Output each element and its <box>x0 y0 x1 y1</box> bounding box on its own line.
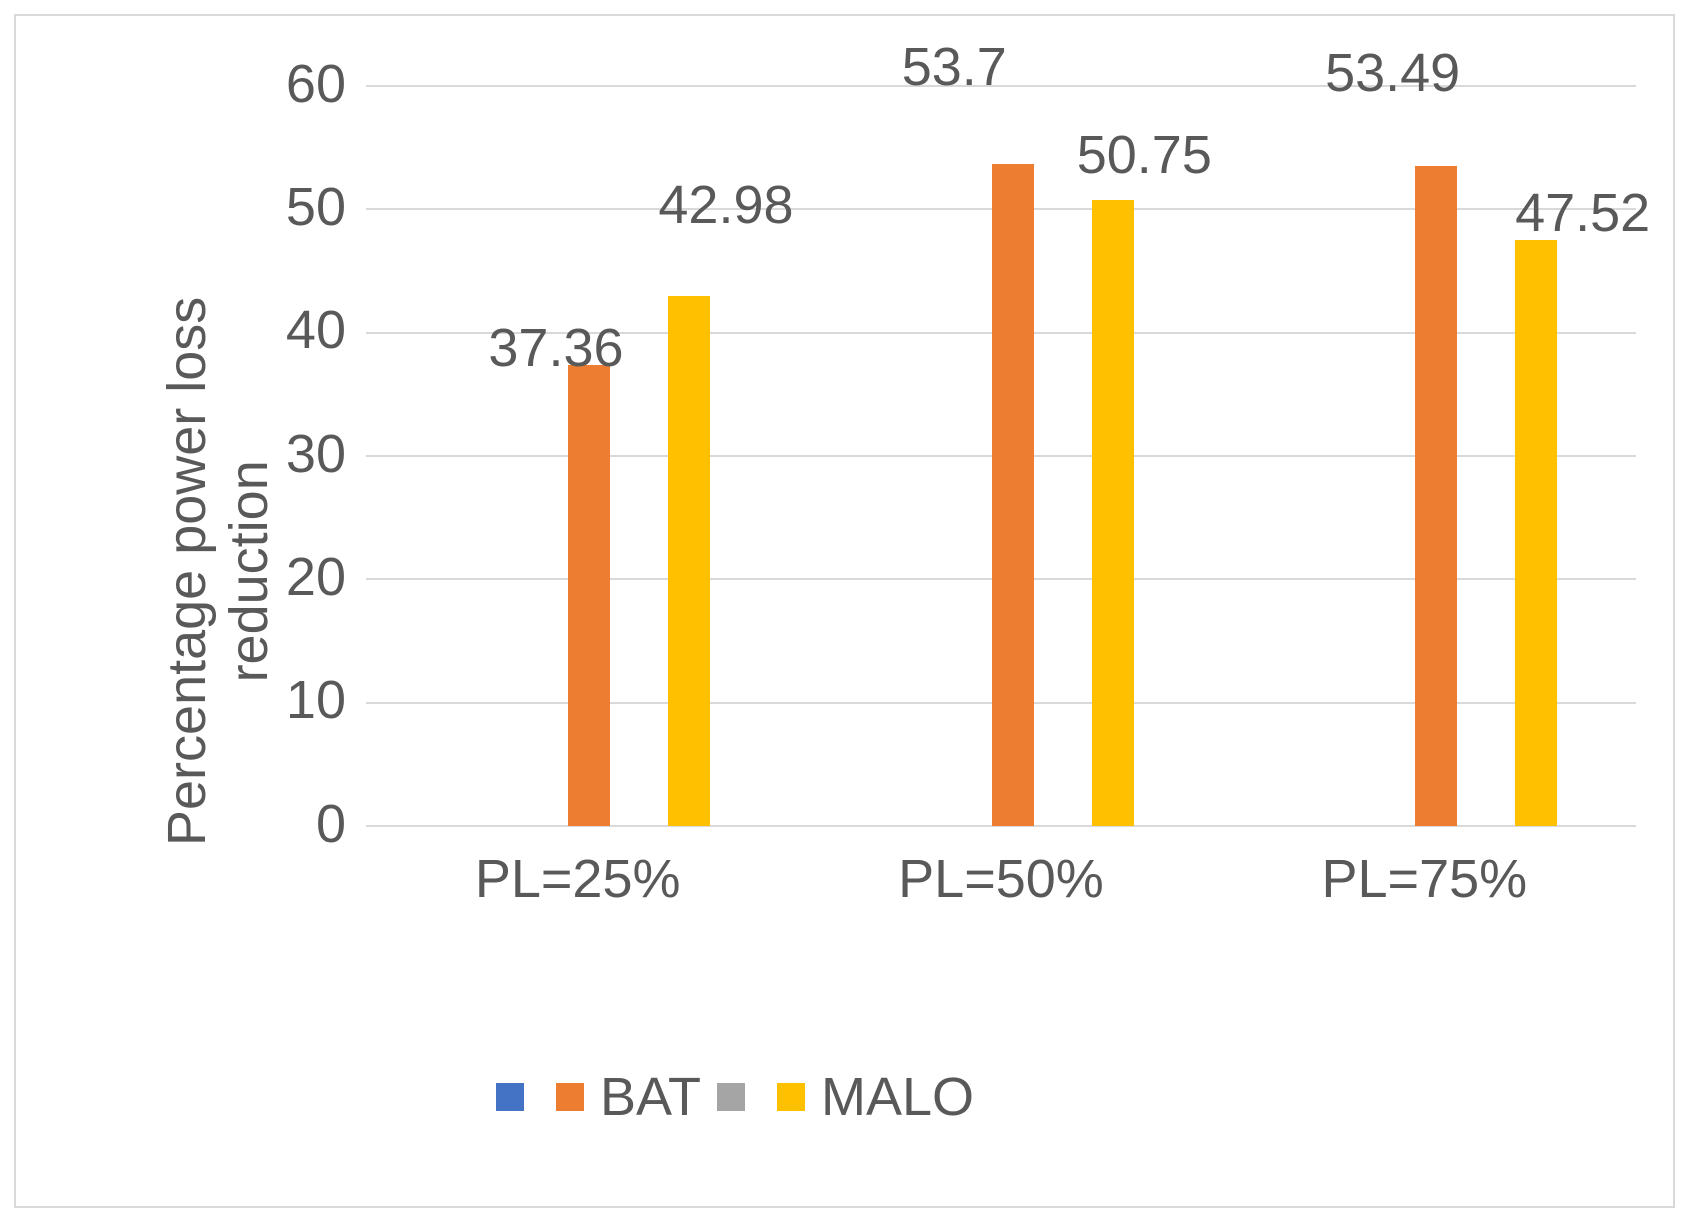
y-tick-label: 40 <box>246 299 346 361</box>
category-label: PL=75% <box>1213 848 1636 910</box>
y-tick-label: 60 <box>246 53 346 115</box>
data-label: 47.52 <box>1515 182 1650 244</box>
legend-label: BAT <box>600 1066 701 1128</box>
data-label: 37.36 <box>488 317 623 379</box>
legend-swatch <box>496 1083 524 1111</box>
y-tick-label: 50 <box>246 176 346 238</box>
bar <box>1092 200 1134 826</box>
bar <box>1415 166 1457 826</box>
bar <box>668 296 710 826</box>
data-label: 42.98 <box>658 174 793 236</box>
legend-swatch <box>717 1083 745 1111</box>
y-tick-label: 10 <box>246 669 346 731</box>
bar <box>568 365 610 826</box>
legend-swatch <box>777 1083 805 1111</box>
y-tick-label: 20 <box>246 546 346 608</box>
category-label: PL=50% <box>789 848 1212 910</box>
y-tick-label: 30 <box>246 423 346 485</box>
bar <box>992 164 1034 826</box>
bar <box>1515 240 1557 826</box>
y-axis-title-line: Percentage power loss <box>156 297 218 846</box>
chart-frame: Percentage power lossreduction PL=25%PL=… <box>14 14 1675 1208</box>
data-label: 53.49 <box>1325 42 1460 104</box>
data-label: 53.7 <box>902 36 1007 98</box>
legend-label: MALO <box>821 1066 974 1128</box>
data-label: 50.75 <box>1077 124 1212 186</box>
plot-area <box>366 86 1636 826</box>
y-tick-label: 0 <box>246 793 346 855</box>
legend: BAT MALO <box>496 1066 974 1128</box>
category-label: PL=25% <box>366 848 789 910</box>
legend-swatch <box>556 1083 584 1111</box>
